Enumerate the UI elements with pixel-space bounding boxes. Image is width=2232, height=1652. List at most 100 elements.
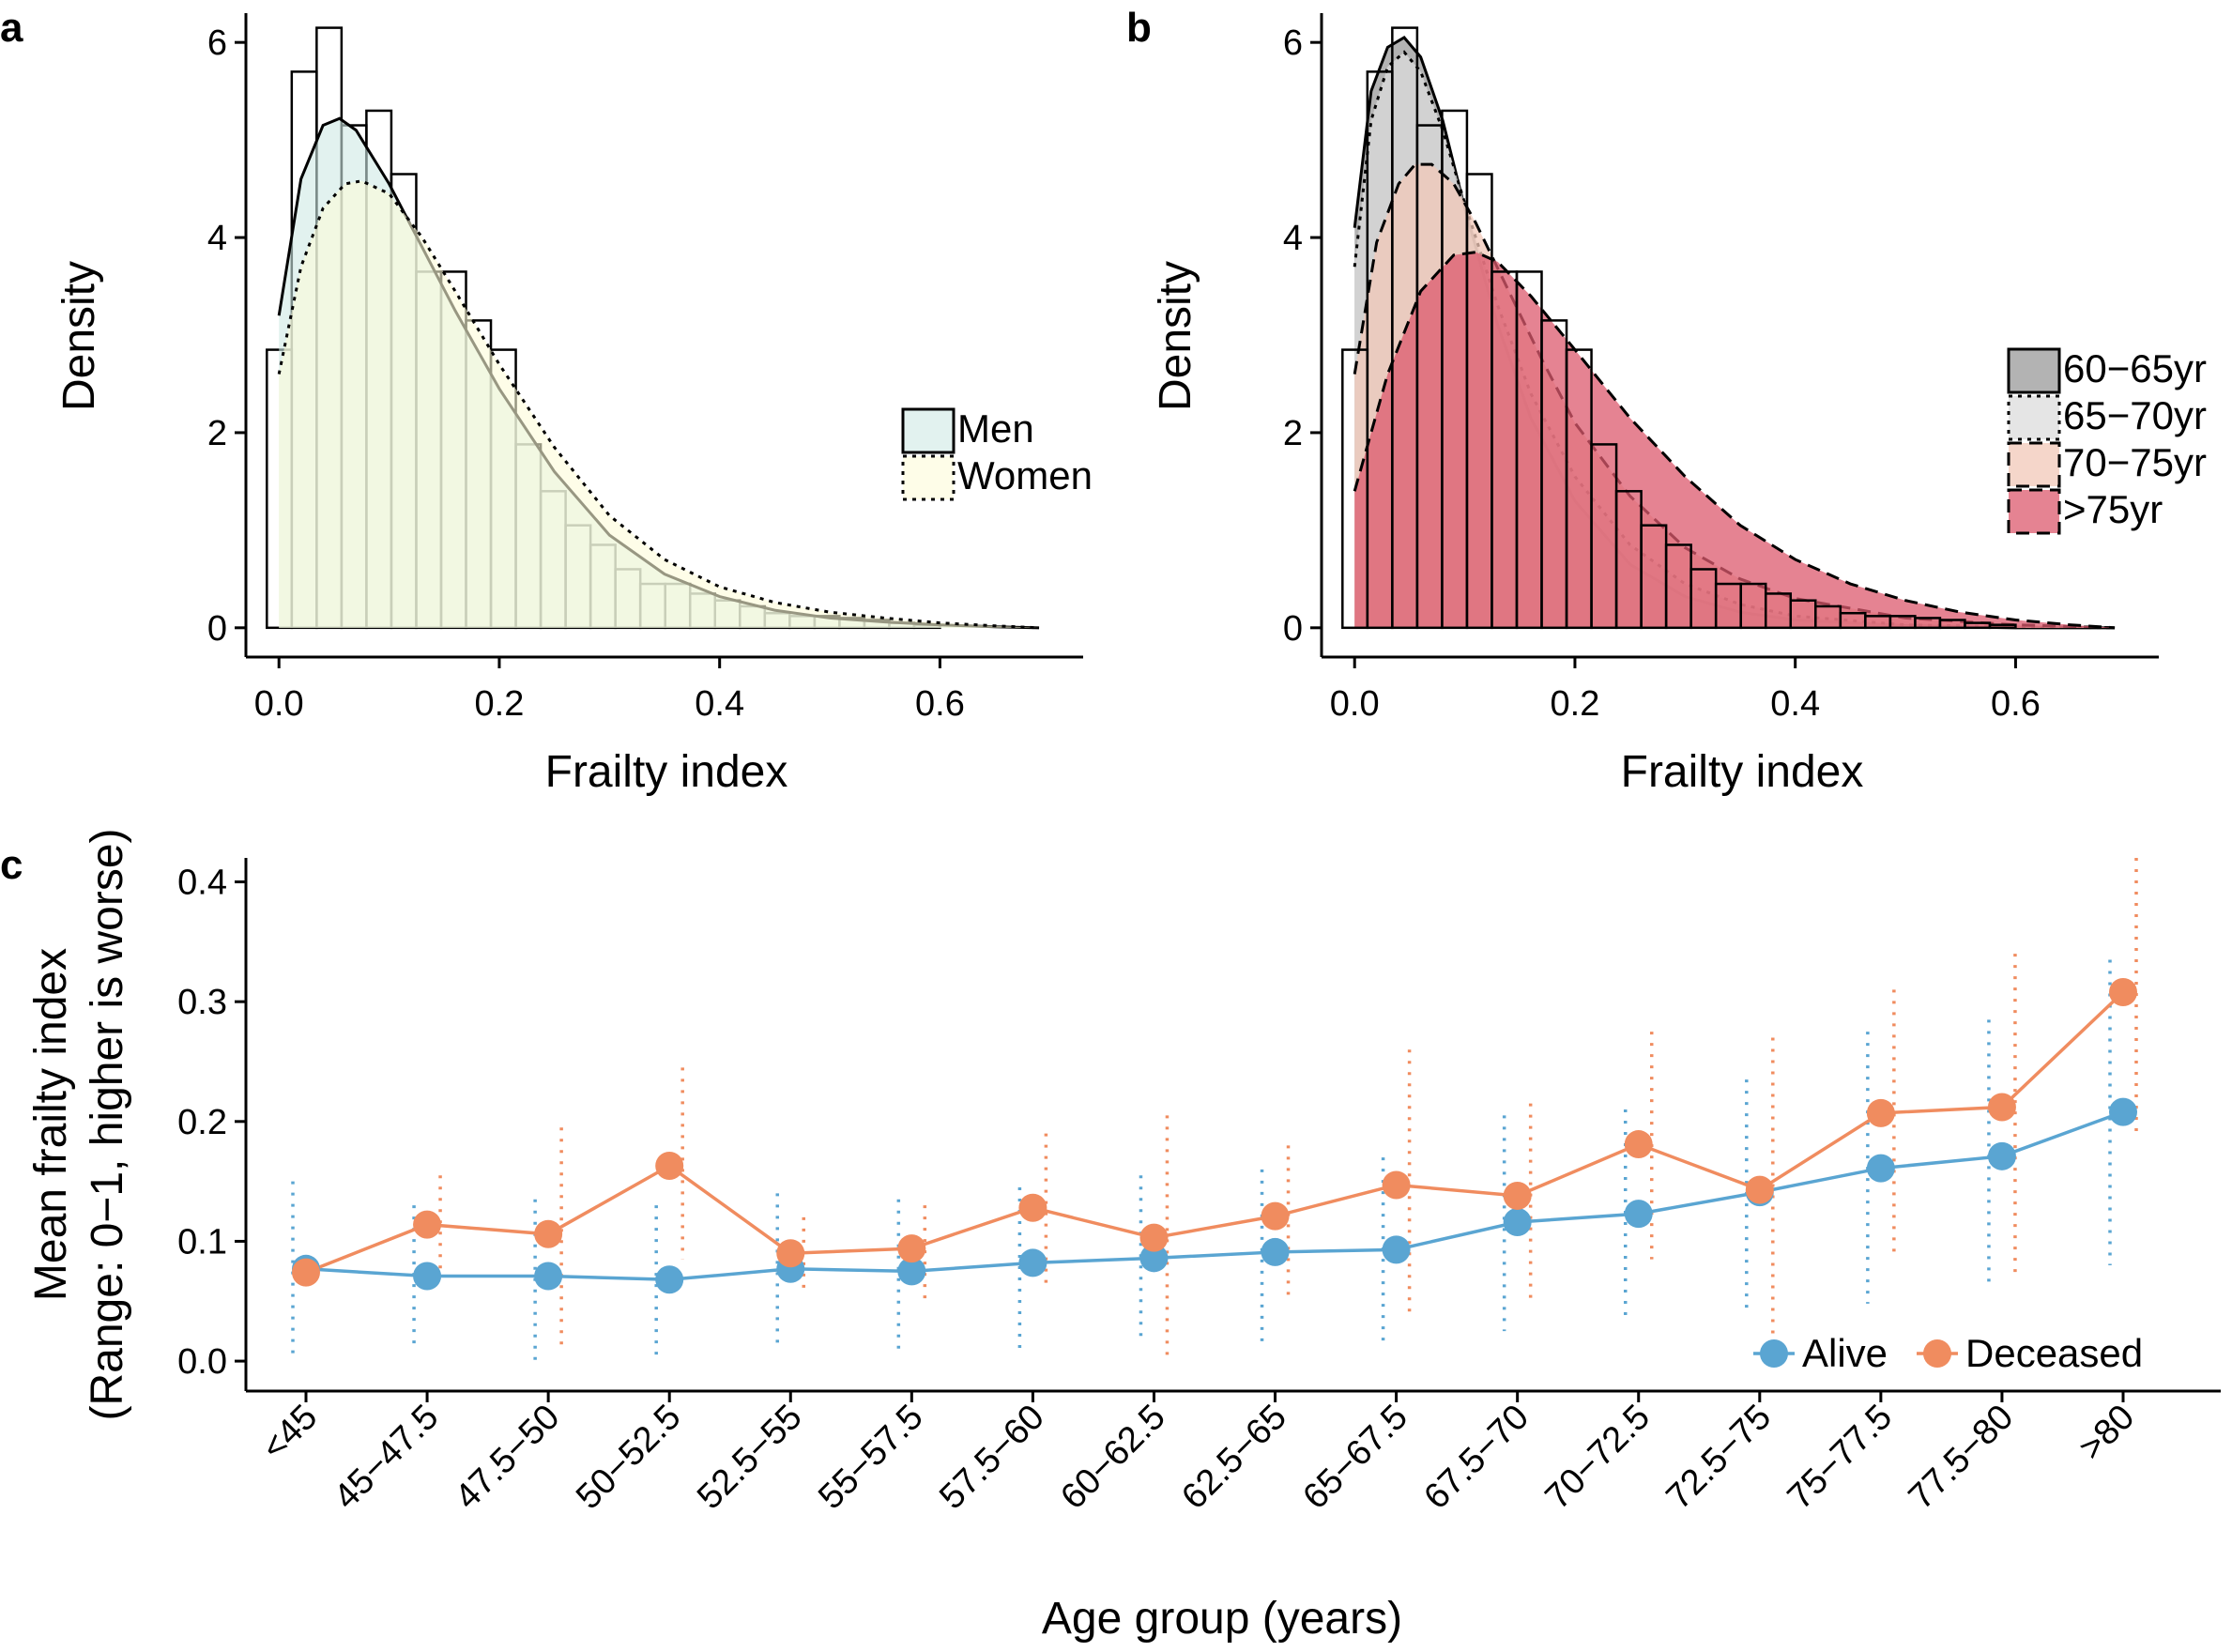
panel-c-line-deceased bbox=[305, 990, 2125, 1275]
panel-a-axes: 0 2 4 6 0.0 0.2 0.4 0.6 bbox=[207, 13, 1083, 724]
panel-b-x-tick-label: 0.0 bbox=[1330, 684, 1380, 724]
panel-c-legend: Alive Deceased bbox=[1753, 1331, 2143, 1375]
panel-c-point-alive bbox=[1987, 1141, 2016, 1170]
panel-b-y-tick-label: 0 bbox=[1283, 609, 1303, 649]
panel-c-x-tick-label: 50−52.5 bbox=[569, 1398, 689, 1518]
panel-c-legend-key-point-0 bbox=[1760, 1339, 1788, 1368]
panel-b-density-line-3 bbox=[1353, 251, 2116, 630]
panel-c-point-alive bbox=[1866, 1154, 1895, 1183]
panel-a-y-tick-label: 4 bbox=[207, 219, 227, 258]
panel-c-point-alive bbox=[1139, 1244, 1169, 1273]
panel-b-x-tick-label: 0.4 bbox=[1770, 684, 1820, 724]
panel-a-density-line-1 bbox=[277, 179, 1040, 630]
panel-c-x-tick-label: >80 bbox=[2071, 1398, 2142, 1468]
panel-c-y-axis-title-line1: Mean frailty index bbox=[26, 948, 76, 1301]
panel-c-x-tick-label: 55−57.5 bbox=[811, 1398, 931, 1518]
panel-c-point-alive bbox=[1261, 1237, 1290, 1266]
panel-c-point-deceased bbox=[1382, 1170, 1411, 1200]
panel-b-density-fill-3 bbox=[1354, 252, 2116, 628]
panel-c-x-tick-label: 72.5−75 bbox=[1659, 1398, 1780, 1518]
panel-c-x-tick-label: 77.5−80 bbox=[1902, 1398, 2022, 1518]
panel-c-point-alive bbox=[897, 1257, 926, 1286]
panel-c: 0.00.10.20.30.4<45 45−47.5 47.5−50 50−52.5 5… bbox=[26, 829, 2221, 1644]
panel-b-density-curves bbox=[1353, 36, 2116, 630]
panel-c-point-deceased bbox=[897, 1234, 926, 1263]
panel-c-x-tick-label: 70−72.5 bbox=[1538, 1398, 1659, 1518]
panel-b-x-tick-label: 0.6 bbox=[1991, 684, 2041, 724]
panel-c-x-tick-label: 67.5−70 bbox=[1416, 1398, 1536, 1518]
panel-a-y-tick-label: 0 bbox=[207, 609, 227, 649]
panel-c-point-alive bbox=[1382, 1235, 1411, 1264]
panel-c-legend-label-0: Alive bbox=[1802, 1331, 1888, 1375]
panel-c-x-tick-label: <45 bbox=[254, 1398, 325, 1468]
panel-c-axes: 0.00.10.20.30.4<45 45−47.5 47.5−50 50−52.5 5… bbox=[177, 858, 2221, 1517]
panel-c-point-deceased bbox=[1261, 1201, 1290, 1231]
panel-b-legend-key-1 bbox=[2007, 394, 2061, 441]
panel-c-point-deceased bbox=[1987, 1093, 2016, 1122]
panel-a-legend-key-1 bbox=[901, 454, 955, 501]
panel-c-point-deceased bbox=[2109, 977, 2137, 1006]
panel-a-density-curves bbox=[277, 116, 1040, 630]
panel-c-point-alive bbox=[655, 1265, 684, 1294]
panel-c-x-tick-label: 45−47.5 bbox=[327, 1398, 447, 1518]
panel-b-histogram-bar bbox=[1988, 623, 2017, 630]
panel-b-y-tick-label: 2 bbox=[1283, 414, 1303, 453]
panel-b-legend-label-1: 65−70yr bbox=[2063, 393, 2207, 437]
panel-c-error-bars bbox=[291, 858, 2138, 1362]
panel-a-density-fill-1 bbox=[279, 180, 1040, 628]
panel-a-y-axis-title: Density bbox=[54, 261, 104, 411]
panel-a-y-tick-label: 2 bbox=[207, 414, 227, 453]
panel-c-y-tick-label: 0.1 bbox=[177, 1222, 227, 1262]
panel-b-y-tick-label: 6 bbox=[1283, 23, 1303, 63]
panel-b-legend-label-3: >75yr bbox=[2063, 487, 2163, 531]
panel-b-legend-key-0 bbox=[2007, 347, 2061, 394]
panel-c-point-deceased bbox=[655, 1152, 684, 1181]
panel-a-legend-key-0 bbox=[901, 407, 955, 454]
panel-c-point-alive bbox=[1018, 1248, 1047, 1277]
panel-b-legend-key-3 bbox=[2007, 488, 2061, 535]
panel-c-x-tick-label: 57.5−60 bbox=[932, 1398, 1052, 1518]
panel-a-legend-label-0: Men bbox=[957, 406, 1034, 451]
panel-a: 0 2 4 6 0.0 0.2 0.4 0.6 Frailty index Density M… bbox=[54, 13, 1093, 797]
panel-c-point-deceased bbox=[292, 1258, 320, 1287]
panel-b-legend-key-2 bbox=[2007, 441, 2061, 488]
panel-c-y-tick-label: 0.0 bbox=[177, 1342, 227, 1382]
panel-c-point-alive bbox=[1503, 1208, 1532, 1237]
panel-c-line-alive bbox=[305, 1109, 2124, 1282]
panel-c-x-tick-label: 65−67.5 bbox=[1295, 1398, 1415, 1518]
panel-a-x-tick-label: 0.0 bbox=[254, 684, 304, 724]
panel-c-y-axis-title-line2: (Range: 0−1, higher is worse) bbox=[83, 829, 132, 1421]
panel-c-point-deceased bbox=[534, 1219, 563, 1248]
panel-c-point-deceased bbox=[413, 1210, 442, 1239]
panel-b-histogram bbox=[1341, 26, 2017, 630]
panel-b-axes: 0 2 4 6 0.0 0.2 0.4 0.6 bbox=[1283, 13, 2159, 724]
panel-c-x-axis-title: Age group (years) bbox=[1042, 1594, 1402, 1644]
panel-c-point-alive bbox=[1624, 1200, 1653, 1229]
panel-b-y-tick-label: 4 bbox=[1283, 219, 1303, 258]
panel-label-a: a bbox=[0, 5, 23, 51]
panel-c-point-deceased bbox=[1139, 1223, 1169, 1252]
panel-label-b: b bbox=[1126, 5, 1152, 51]
panel-c-series bbox=[292, 977, 2137, 1294]
panel-c-point-alive bbox=[534, 1262, 563, 1291]
panel-b: 0 2 4 6 0.0 0.2 0.4 0.6 Frailty index Density 6… bbox=[1151, 13, 2207, 797]
panel-b-x-axis-title: Frailty index bbox=[1621, 747, 1864, 797]
panel-a-x-tick-label: 0.2 bbox=[475, 684, 525, 724]
panel-c-point-deceased bbox=[776, 1239, 805, 1268]
panel-c-y-tick-label: 0.3 bbox=[177, 983, 227, 1022]
panel-c-x-tick-label: 75−77.5 bbox=[1781, 1398, 1901, 1518]
panel-a-x-tick-label: 0.6 bbox=[915, 684, 965, 724]
panel-a-x-axis-title: Frailty index bbox=[545, 747, 788, 797]
panel-a-y-tick-label: 6 bbox=[207, 23, 227, 63]
panel-c-y-tick-label: 0.4 bbox=[177, 864, 227, 903]
panel-c-point-alive bbox=[2109, 1097, 2137, 1126]
panel-c-x-tick-label: 47.5−50 bbox=[448, 1398, 568, 1518]
panel-b-y-axis-title: Density bbox=[1151, 261, 1200, 411]
panel-a-x-tick-label: 0.4 bbox=[695, 684, 744, 724]
panel-c-point-deceased bbox=[1866, 1098, 1895, 1127]
panel-c-point-deceased bbox=[1745, 1175, 1774, 1204]
panel-a-legend-label-1: Women bbox=[957, 453, 1093, 497]
panel-label-c: c bbox=[0, 842, 23, 888]
